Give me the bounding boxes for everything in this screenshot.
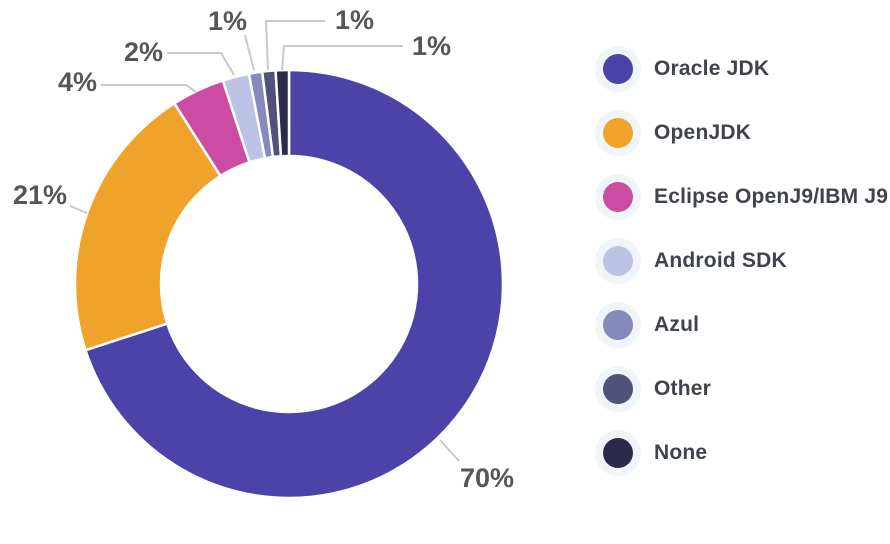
legend-label: Android SDK <box>654 249 787 272</box>
percent-label-openjdk: 21% <box>13 180 67 210</box>
legend-item-eclipse-openj9-ibm-j9[interactable]: Eclipse OpenJ9/IBM J9 <box>595 174 888 220</box>
connector-oracle-jdk <box>439 439 460 462</box>
legend-swatch <box>603 246 633 276</box>
connector-none <box>281 45 403 71</box>
label-connectors <box>69 20 460 462</box>
legend-label: None <box>654 441 708 464</box>
percent-label-azul: 1% <box>208 6 247 36</box>
legend-label: Azul <box>654 313 700 336</box>
legend-label: OpenJDK <box>654 121 752 144</box>
legend-label: Oracle JDK <box>654 57 770 80</box>
legend-swatch <box>603 374 633 404</box>
legend-item-oracle-jdk[interactable]: Oracle JDK <box>595 46 888 92</box>
legend-item-azul[interactable]: Azul <box>595 302 888 348</box>
legend-item-openjdk[interactable]: OpenJDK <box>595 110 888 156</box>
legend-swatch-halo <box>595 430 641 476</box>
legend-swatch-halo <box>595 174 641 220</box>
legend-swatch-halo <box>595 302 641 348</box>
legend-swatch <box>603 118 633 148</box>
percent-label-none: 1% <box>412 31 451 61</box>
legend-swatch-halo <box>595 238 641 284</box>
legend-swatch-halo <box>595 110 641 156</box>
legend-swatch <box>603 438 633 468</box>
connector-android-sdk <box>167 52 235 76</box>
legend-item-other[interactable]: Other <box>595 366 888 412</box>
percent-labels: 70% 21% 4% 2% 1% 1% 1% <box>13 5 514 493</box>
legend-label: Other <box>654 377 712 400</box>
connector-openjdk <box>69 205 88 214</box>
legend-swatch-halo <box>595 366 641 412</box>
connector-other <box>264 20 325 71</box>
percent-label-other: 1% <box>335 5 374 35</box>
legend-swatch-halo <box>595 46 641 92</box>
connector-azul <box>244 34 255 71</box>
legend: Oracle JDK OpenJDK Eclipse OpenJ9/IBM J9… <box>595 46 888 476</box>
slice-none[interactable] <box>274 68 291 158</box>
slice-openjdk[interactable] <box>73 102 222 352</box>
percent-label-oracle-jdk: 70% <box>460 463 514 493</box>
slice-oracle-jdk[interactable] <box>84 68 505 500</box>
percent-label-android-sdk: 2% <box>124 37 163 67</box>
legend-item-none[interactable]: None <box>595 430 888 476</box>
legend-swatch <box>603 310 633 340</box>
legend-swatch <box>603 182 633 212</box>
donut-slices <box>73 68 505 500</box>
connector-eclipse-openj9-ibm-j9 <box>101 84 197 93</box>
legend-item-android-sdk[interactable]: Android SDK <box>595 238 888 284</box>
percent-label-eclipse-openj9-ibm-j9: 4% <box>58 67 97 97</box>
legend-label: Eclipse OpenJ9/IBM J9 <box>654 185 889 208</box>
legend-swatch <box>603 54 633 84</box>
